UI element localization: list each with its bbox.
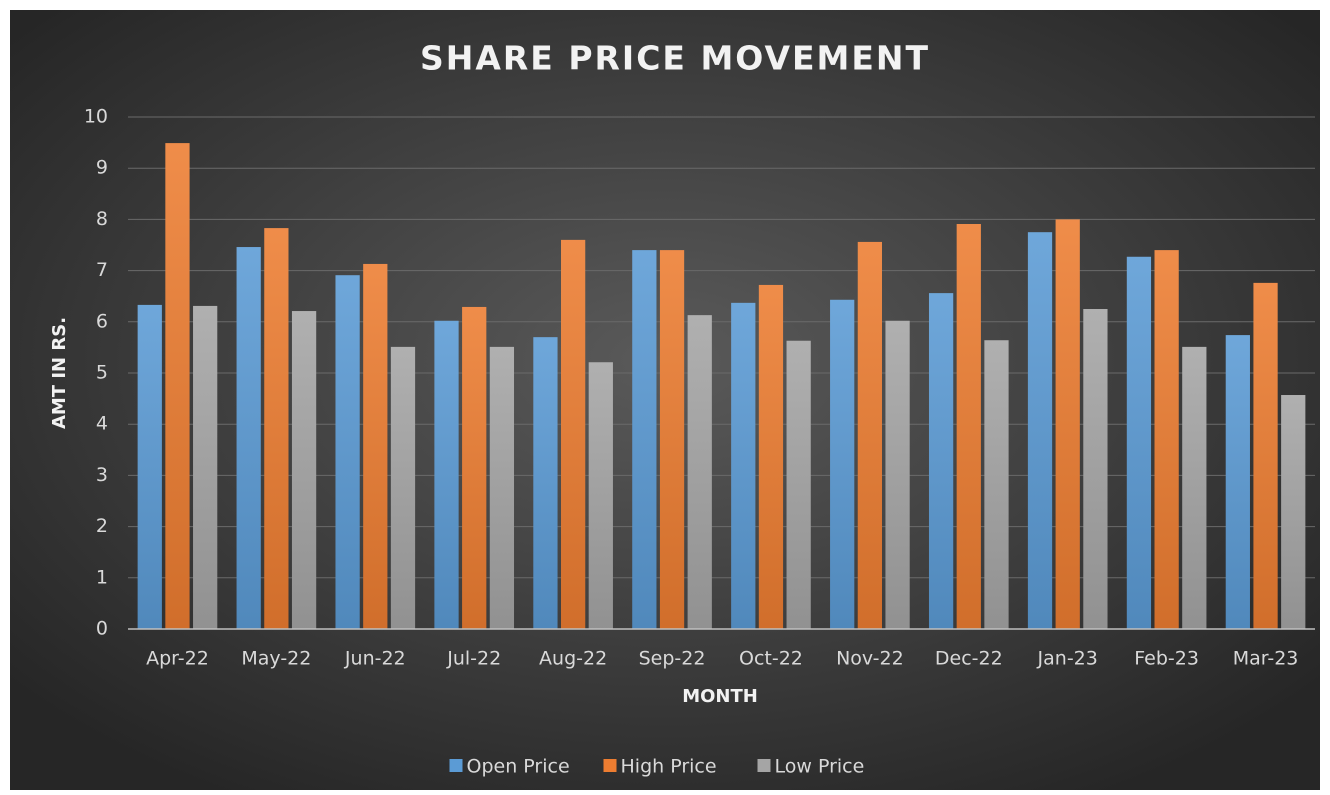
bar-shade [165,143,190,629]
bar-shade [1253,282,1278,629]
x-tick-label: Apr-22 [146,648,209,670]
x-tick-label: Jan-23 [1037,648,1098,670]
bar-shade [291,311,317,629]
x-tick-label: Oct-22 [739,648,803,670]
bar-shade [533,337,558,629]
y-tick-label: 4 [96,413,108,435]
y-tick-label: 6 [96,310,108,332]
legend-swatch [449,759,463,772]
bar-shade [588,362,613,629]
x-tick-label: Dec-22 [935,648,1003,670]
bar-shade [264,228,289,629]
bar-shade [1126,256,1152,629]
bar-shade [1225,335,1250,629]
bar-shade [857,241,882,630]
y-tick-label: 5 [96,362,108,384]
x-tick-label: Mar-23 [1233,648,1299,670]
bar-shade [236,247,261,629]
legend-label: Low Price [775,756,865,778]
bar-shade [1027,232,1053,629]
bar-shade [363,263,388,629]
x-tick-label: May-22 [241,648,311,670]
y-tick-label: 1 [96,566,108,588]
y-tick-label: 9 [96,157,108,179]
x-tick-label: Jul-22 [446,648,501,670]
bar-shade [335,275,360,629]
y-axis-title: AMT IN RS. [49,317,70,429]
bar-shade [137,304,162,629]
bar-shade [984,340,1009,629]
chart-title: SHARE PRICE MOVEMENT [420,39,930,78]
bar-shade [462,306,487,629]
bar-shade [1154,250,1179,629]
bar-shade [561,239,586,629]
x-axis-title: MONTH [682,686,758,707]
x-tick-label: Feb-23 [1134,648,1199,670]
x-tick-label: Jun-22 [344,648,406,670]
bar-shade [928,293,954,629]
y-tick-label: 2 [96,515,108,537]
bar-shade [885,320,910,629]
bar-shade [731,302,756,629]
bar-shade [1281,395,1306,629]
bar-shade [1182,346,1207,629]
bar-shade [758,284,784,629]
bar-shade [632,250,657,629]
bar-shade [786,340,811,629]
legend-label: High Price [621,756,717,778]
x-tick-label: Nov-22 [836,648,904,670]
x-tick-label: Sep-22 [639,648,706,670]
x-tick-label: Aug-22 [539,648,607,670]
y-tick-label: 7 [96,259,108,281]
bar-shade [659,250,685,629]
legend-label: Open Price [467,756,570,778]
bar-shade [434,320,459,629]
bar-shade [687,315,712,629]
y-tick-label: 0 [96,618,108,640]
bar-shade [193,305,218,629]
legend-swatch [757,759,771,772]
bar-shade [830,299,855,629]
bar-shade [489,346,515,629]
y-tick-label: 8 [96,208,108,230]
y-tick-label: 10 [84,106,108,128]
bar-shade [1083,309,1108,629]
y-tick-label: 3 [96,464,108,486]
legend-swatch [603,759,617,772]
bar-shade [1055,219,1080,629]
bar-shade [390,346,416,629]
bar-shade [956,224,981,629]
